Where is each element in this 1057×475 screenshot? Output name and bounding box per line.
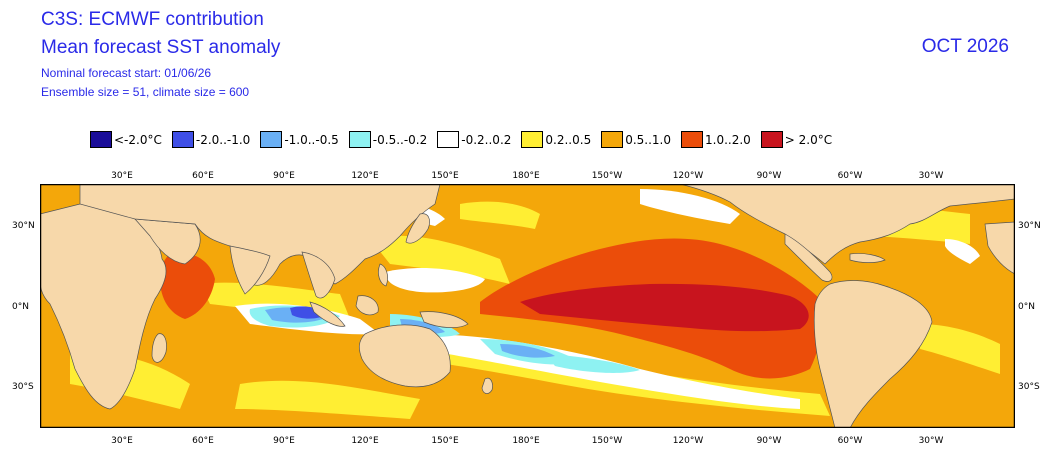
x-tick-bottom: 150°W bbox=[591, 436, 623, 446]
legend-item: -0.2..0.2 bbox=[437, 131, 511, 148]
x-tick-top: 150°E bbox=[431, 171, 459, 181]
x-tick-top: 60°E bbox=[192, 171, 214, 181]
legend-swatch bbox=[681, 131, 703, 148]
legend-swatch bbox=[90, 131, 112, 148]
legend-label: -1.0..-0.5 bbox=[284, 132, 339, 147]
y-tick-left: 0°N bbox=[12, 302, 29, 312]
x-tick-top: 30°E bbox=[111, 171, 133, 181]
land-central-america bbox=[784, 233, 833, 282]
x-tick-bottom: 120°E bbox=[351, 436, 379, 446]
legend-label: > 2.0°C bbox=[784, 132, 833, 147]
x-tick-bottom: 30°E bbox=[111, 436, 133, 446]
sst-anomaly-map bbox=[40, 184, 1015, 428]
legend-swatch bbox=[760, 131, 783, 148]
y-tick-right: 0°N bbox=[1018, 302, 1035, 312]
legend-label: 0.2..0.5 bbox=[545, 132, 592, 147]
y-tick-left: 30°N bbox=[12, 221, 35, 231]
land-new-zealand bbox=[481, 377, 493, 394]
x-tick-bottom: 90°E bbox=[273, 436, 295, 446]
x-tick-top: 90°W bbox=[756, 171, 782, 181]
land-new-guinea bbox=[419, 311, 469, 328]
x-tick-bottom: 30°W bbox=[918, 436, 944, 446]
x-tick-bottom: 90°W bbox=[756, 436, 782, 446]
x-tick-top: 150°W bbox=[591, 171, 623, 181]
legend-swatch bbox=[437, 131, 460, 148]
color-legend: <-2.0°C -2.0..-1.0 -1.0..-0.5 -0.5..-0.2… bbox=[90, 131, 842, 148]
land-sumatra bbox=[309, 301, 346, 327]
x-tick-top: 90°E bbox=[273, 171, 295, 181]
legend-label: -2.0..-1.0 bbox=[195, 132, 251, 147]
legend-item: 0.5..1.0 bbox=[601, 131, 671, 148]
land-india bbox=[229, 245, 271, 295]
legend-item: 0.2..0.5 bbox=[521, 131, 591, 148]
legend-swatch bbox=[348, 131, 371, 148]
forecast-start-text: Nominal forecast start: 01/06/26 bbox=[41, 66, 212, 80]
legend-label: 0.5..1.0 bbox=[625, 132, 671, 147]
land-caribbean bbox=[849, 253, 886, 263]
title-line-1: C3S: ECMWF contribution bbox=[41, 9, 264, 30]
legend-item: 1.0..2.0 bbox=[681, 131, 751, 148]
x-tick-bottom: 150°E bbox=[431, 436, 459, 446]
x-tick-bottom: 60°W bbox=[837, 436, 863, 446]
y-tick-right: 30°S bbox=[1018, 382, 1040, 392]
title-line-2: Mean forecast SST anomaly bbox=[41, 37, 281, 58]
map-frame bbox=[40, 184, 1015, 428]
legend-swatch bbox=[260, 131, 283, 148]
legend-item: > 2.0°C bbox=[760, 131, 833, 148]
y-tick-left: 30°S bbox=[12, 382, 34, 392]
x-tick-top: 180°E bbox=[512, 171, 540, 181]
land-arabia bbox=[134, 218, 201, 265]
legend-item: -0.5..-0.2 bbox=[348, 131, 428, 148]
x-tick-bottom: 180°E bbox=[512, 436, 540, 446]
legend-swatch bbox=[521, 131, 544, 148]
x-tick-top: 30°W bbox=[918, 171, 944, 181]
land-madagascar bbox=[151, 333, 167, 363]
legend-swatch bbox=[601, 131, 624, 148]
y-tick-right: 30°N bbox=[1018, 221, 1041, 231]
legend-item: -2.0..-1.0 bbox=[171, 131, 251, 148]
legend-label: -0.5..-0.2 bbox=[372, 132, 428, 147]
ensemble-size-text: Ensemble size = 51, climate size = 600 bbox=[41, 85, 250, 99]
x-tick-bottom: 60°E bbox=[192, 436, 214, 446]
legend-swatch bbox=[171, 131, 194, 148]
land-borneo bbox=[355, 295, 379, 316]
land-australia bbox=[358, 324, 451, 388]
legend-label: 1.0..2.0 bbox=[705, 132, 751, 147]
land-japan bbox=[405, 213, 430, 244]
x-tick-top: 60°W bbox=[837, 171, 863, 181]
legend-item: <-2.0°C bbox=[90, 131, 162, 148]
land-north-america bbox=[679, 184, 1015, 265]
legend-item: -1.0..-0.5 bbox=[260, 131, 339, 148]
land-philippines bbox=[378, 263, 388, 287]
anomaly-above-2.0-core bbox=[520, 283, 809, 332]
x-tick-top: 120°W bbox=[672, 171, 704, 181]
x-tick-top: 120°E bbox=[351, 171, 379, 181]
land-indochina bbox=[301, 251, 336, 299]
legend-label: <-2.0°C bbox=[114, 132, 162, 147]
land-south-america bbox=[813, 280, 933, 428]
x-tick-bottom: 120°W bbox=[672, 436, 704, 446]
legend-label: -0.2..0.2 bbox=[461, 132, 512, 147]
valid-month-label: OCT 2026 bbox=[921, 36, 1009, 57]
land-masses bbox=[40, 184, 1015, 428]
